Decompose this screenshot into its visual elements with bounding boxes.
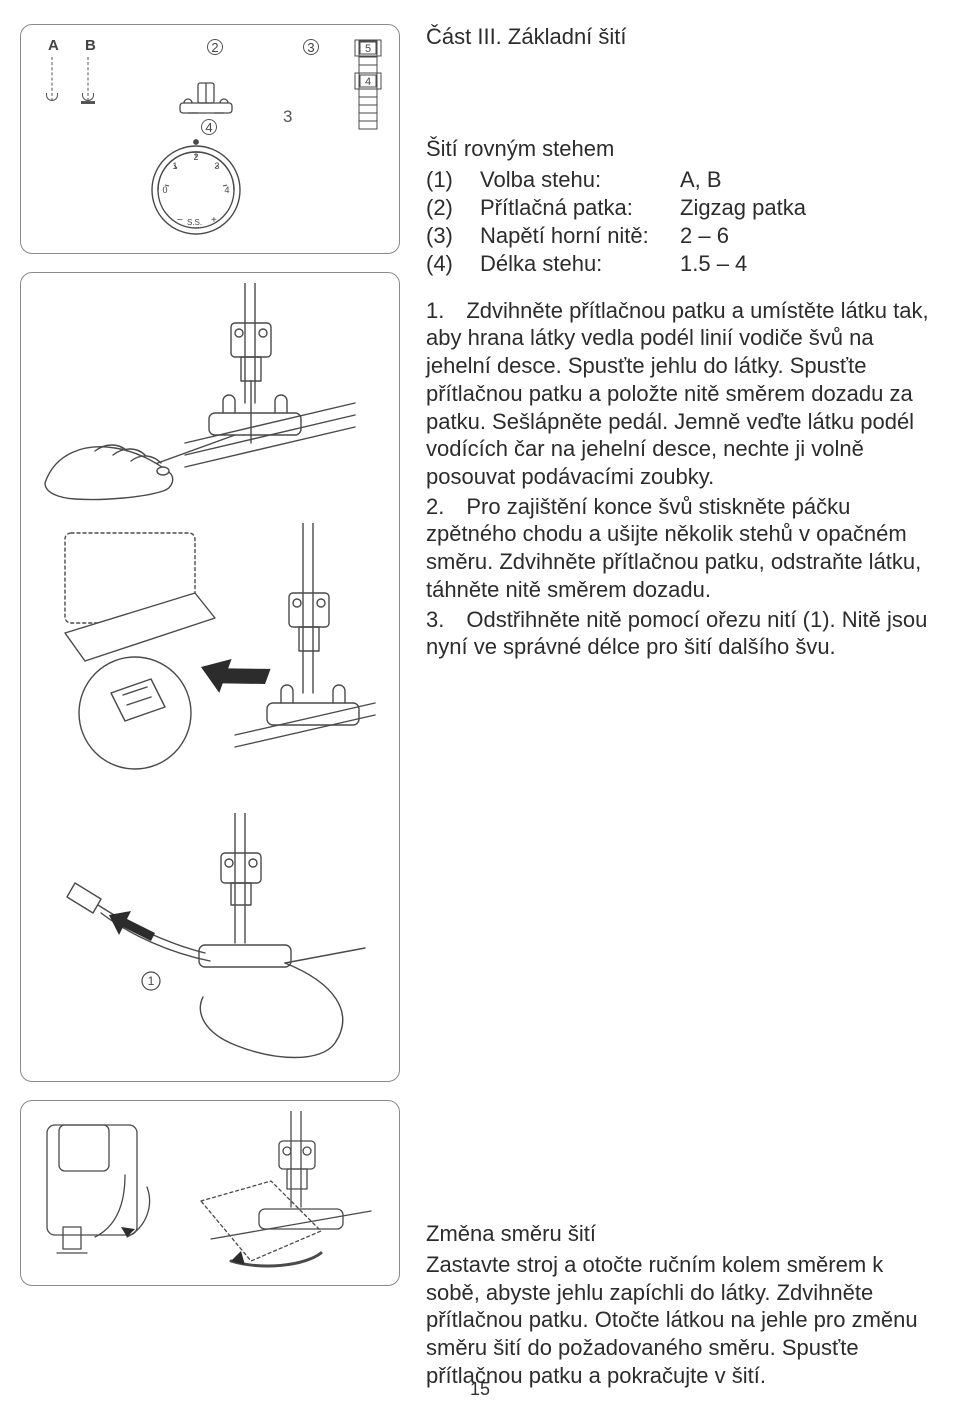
setting-label: Napětí horní nitě: [480, 222, 680, 250]
tension-indicator-3: 3 [283, 107, 292, 127]
svg-text:−: − [177, 215, 183, 226]
body2-p1: Zastavte stroj a otočte ručním kolem smě… [426, 1251, 940, 1390]
illustration-hand-guiding [35, 283, 385, 513]
settings-row: (4) Délka stehu: 1.5 – 4 [426, 250, 940, 278]
illustration-pivot [181, 1111, 381, 1281]
setting-num: (2) [426, 194, 480, 222]
setting-label: Volba stehu: [480, 166, 680, 194]
circled-2: 2 [207, 39, 223, 55]
body-text-2: Zastavte stroj a otočte ručním kolem smě… [426, 1251, 940, 1390]
settings-list: (1) Volba stehu: A, B (2) Přítlačná patk… [426, 166, 940, 279]
body1-p2: 2. Pro zajištění konce švů stiskněte páč… [426, 493, 940, 604]
page-number: 15 [470, 1379, 490, 1400]
circled-4: 4 [201, 119, 217, 135]
setting-num: (4) [426, 250, 480, 278]
setting-label: Přítlačná patka: [480, 194, 680, 222]
stitch-icon-b [79, 57, 97, 101]
ruler-4: 4 [365, 76, 371, 88]
setting-value: 1.5 – 4 [680, 250, 747, 278]
stitch-label-b: B [85, 37, 96, 54]
illustration-reverse-lever [35, 523, 385, 813]
settings-diagram-box: A B 2 3 4 3 [20, 24, 400, 254]
body-text-1: 1. Zdvihněte přítlačnou patku a umístěte… [426, 297, 940, 661]
subheading-straight-stitch: Šití rovným stehem [426, 136, 940, 162]
stitch-label-a: A [48, 37, 59, 54]
setting-value: 2 – 6 [680, 222, 729, 250]
illustration-thread-cutter: 1 [35, 813, 385, 1073]
dial-4: 4 [224, 185, 229, 195]
body1-p3: 3. Odstřihněte nitě pomocí ořezu nití (1… [426, 606, 940, 661]
presser-foot-icon [176, 81, 236, 117]
dial-ss: S.S. [187, 218, 202, 227]
stitch-icon-a [43, 57, 61, 101]
dial-0: 0 [162, 185, 167, 195]
setting-num: (3) [426, 222, 480, 250]
settings-row: (2) Přítlačná patka: Zigzag patka [426, 194, 940, 222]
body1-p1: 1. Zdvihněte přítlačnou patku a umístěte… [426, 297, 940, 491]
setting-value: A, B [680, 166, 722, 194]
setting-num: (1) [426, 166, 480, 194]
circled-1: 1 [148, 974, 155, 988]
settings-row: (1) Volba stehu: A, B [426, 166, 940, 194]
section-title: Část III. Základní šití [426, 24, 940, 50]
setting-value: Zigzag patka [680, 194, 806, 222]
settings-row: (3) Napětí horní nitě: 2 – 6 [426, 222, 940, 250]
stitch-length-ruler: 5 4 [353, 39, 383, 131]
sewing-steps-box: 1 [20, 272, 400, 1082]
setting-label: Délka stehu: [480, 250, 680, 278]
illustration-faceplate [35, 1117, 175, 1267]
change-direction-box [20, 1100, 400, 1286]
svg-text:+: + [211, 215, 217, 226]
circled-3: 3 [303, 39, 319, 55]
tension-dial: 0 1 2 3 4 S.S. − + [141, 135, 251, 245]
subheading-change-direction: Změna směru šití [426, 1221, 940, 1247]
ruler-5: 5 [365, 43, 371, 55]
